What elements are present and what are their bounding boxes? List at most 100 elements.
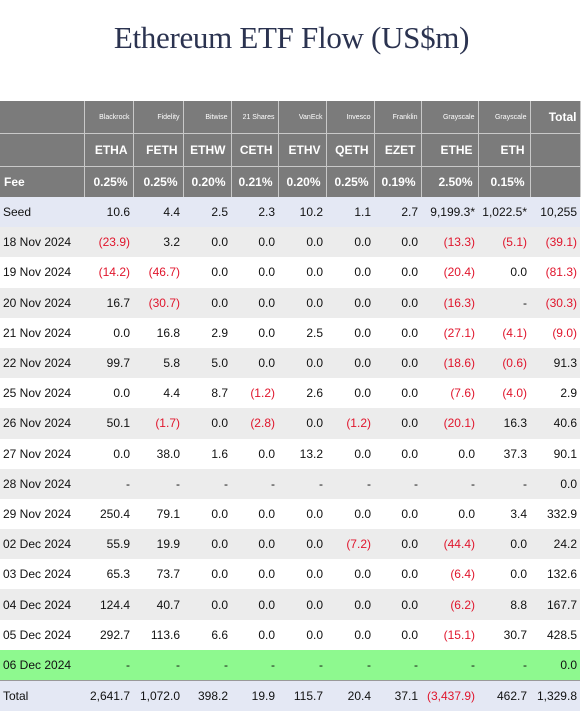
fee-value: 0.25% [133, 166, 184, 197]
table-cell: 0.0 [530, 468, 580, 499]
table-cell: 0.0 [374, 529, 421, 560]
table-cell: 0.0 [326, 378, 374, 409]
etf-flow-table: Blackrock Fidelity Bitwise 21 Shares Van… [0, 101, 581, 711]
table-cell: 0.0 [421, 498, 478, 530]
table-cell: 3.4 [478, 498, 530, 530]
total-label: Total [0, 680, 84, 711]
total-cell: 20.4 [326, 680, 374, 711]
table-cell: 0.0 [183, 589, 231, 620]
table-cell: 6.6 [183, 619, 231, 650]
table-cell: (2.8) [231, 408, 278, 439]
table-cell: 10.2 [278, 197, 326, 228]
table-cell: - [326, 468, 374, 499]
table-cell: - [84, 649, 133, 681]
table-cell: 55.9 [84, 529, 133, 560]
table-cell: 2.3 [231, 197, 278, 228]
table-cell: - [374, 649, 421, 681]
total-cell: 115.7 [278, 680, 326, 711]
total-cell: 1,072.0 [133, 680, 183, 711]
row-label: 21 Nov 2024 [0, 317, 84, 348]
table-cell: 0.0 [84, 317, 133, 348]
fee-row: Fee 0.25% 0.25% 0.20% 0.21% 0.20% 0.25% … [0, 166, 581, 197]
table-cell: 2.7 [374, 197, 421, 228]
table-cell: - [326, 649, 374, 681]
table-cell: 0.0 [231, 317, 278, 348]
total-cell: 398.2 [183, 680, 231, 711]
fee-value: 0.21% [231, 166, 279, 197]
table-cell: - [478, 649, 530, 681]
table-cell: 40.7 [133, 589, 183, 620]
table-cell: 0.0 [231, 529, 278, 560]
table-cell: 292.7 [84, 619, 133, 650]
table-cell: 1.1 [326, 197, 374, 228]
table-cell: 2.5 [278, 317, 326, 348]
table-cell: 0.0 [278, 529, 326, 560]
table-cell: 16.3 [478, 408, 530, 439]
total-cell: 2,641.7 [84, 680, 133, 711]
table-cell: 0.0 [231, 619, 278, 650]
issuer-header: Blackrock [84, 101, 134, 134]
table-cell: (6.4) [421, 559, 478, 590]
table-cell: 0.0 [183, 529, 231, 560]
total-cell: 462.7 [478, 680, 530, 711]
table-cell: (13.3) [421, 227, 478, 258]
table-cell: 0.0 [326, 498, 374, 530]
table-cell: (7.2) [326, 529, 374, 560]
total-cell: 1,329.8 [530, 680, 580, 711]
row-label: 04 Dec 2024 [0, 589, 84, 620]
ticker-header: FETH [133, 133, 184, 167]
table-cell: (1.7) [133, 408, 183, 439]
table-cell: (27.1) [421, 317, 478, 348]
table-cell: 124.4 [84, 589, 133, 620]
table-cell: 0.0 [278, 559, 326, 590]
table-cell: - [133, 468, 183, 499]
table-cell: 0.0 [421, 438, 478, 469]
table-cell: (18.6) [421, 347, 478, 379]
ticker-header: ETHA [84, 133, 134, 167]
issuer-header: Fidelity [133, 101, 184, 134]
row-label: 22 Nov 2024 [0, 347, 84, 379]
table-cell: 0.0 [374, 257, 421, 288]
table-cell: 0.0 [326, 227, 374, 258]
table-cell: 0.0 [84, 378, 133, 409]
table-cell: (1.2) [231, 378, 278, 409]
table-cell: 38.0 [133, 438, 183, 469]
table-cell: 0.0 [374, 227, 421, 258]
table-cell: (5.1) [478, 227, 530, 258]
fee-value: 0.15% [478, 166, 531, 197]
table-cell: 90.1 [530, 438, 580, 469]
table-cell: 0.0 [231, 227, 278, 258]
flow-rows: Seed 10.6 4.4 2.5 2.3 10.2 1.1 2.7 9,199.3* 1,022… [0, 197, 580, 681]
table-cell: 30.7 [478, 619, 530, 650]
table-cell: - [421, 468, 478, 499]
fee-blank [530, 166, 581, 197]
ticker-header: CETH [231, 133, 279, 167]
table-cell: (1.2) [326, 408, 374, 439]
table-cell: 1,022.5* [478, 197, 530, 228]
total-cell: 37.1 [374, 680, 421, 711]
table-cell: 4.4 [133, 197, 183, 228]
table-cell: 0.0 [326, 559, 374, 590]
ticker-header: QETH [326, 133, 375, 167]
table-cell: 0.0 [374, 619, 421, 650]
fee-label: Fee [0, 166, 85, 197]
table-cell: 0.0 [183, 559, 231, 590]
table-cell: (23.9) [84, 227, 133, 258]
total-column-header: Total [530, 101, 581, 134]
table-cell: 132.6 [530, 559, 580, 590]
header-corner [0, 133, 85, 167]
table-cell: 0.0 [374, 559, 421, 590]
table-cell: - [231, 468, 278, 499]
table-cell: 0.0 [231, 498, 278, 530]
table-cell: 0.0 [326, 287, 374, 318]
table-row: 28 Nov 2024- - - - - - - - -0.0 [0, 468, 580, 499]
table-cell: 0.0 [231, 287, 278, 318]
table-cell: 16.8 [133, 317, 183, 348]
ticker-header: ETH [478, 133, 531, 167]
fee-value: 2.50% [421, 166, 479, 197]
fee-value: 0.19% [374, 166, 422, 197]
table-cell: 0.0 [278, 257, 326, 288]
table-cell: 0.0 [374, 408, 421, 439]
table-cell: 2.5 [183, 197, 231, 228]
table-cell: 10.6 [84, 197, 133, 228]
